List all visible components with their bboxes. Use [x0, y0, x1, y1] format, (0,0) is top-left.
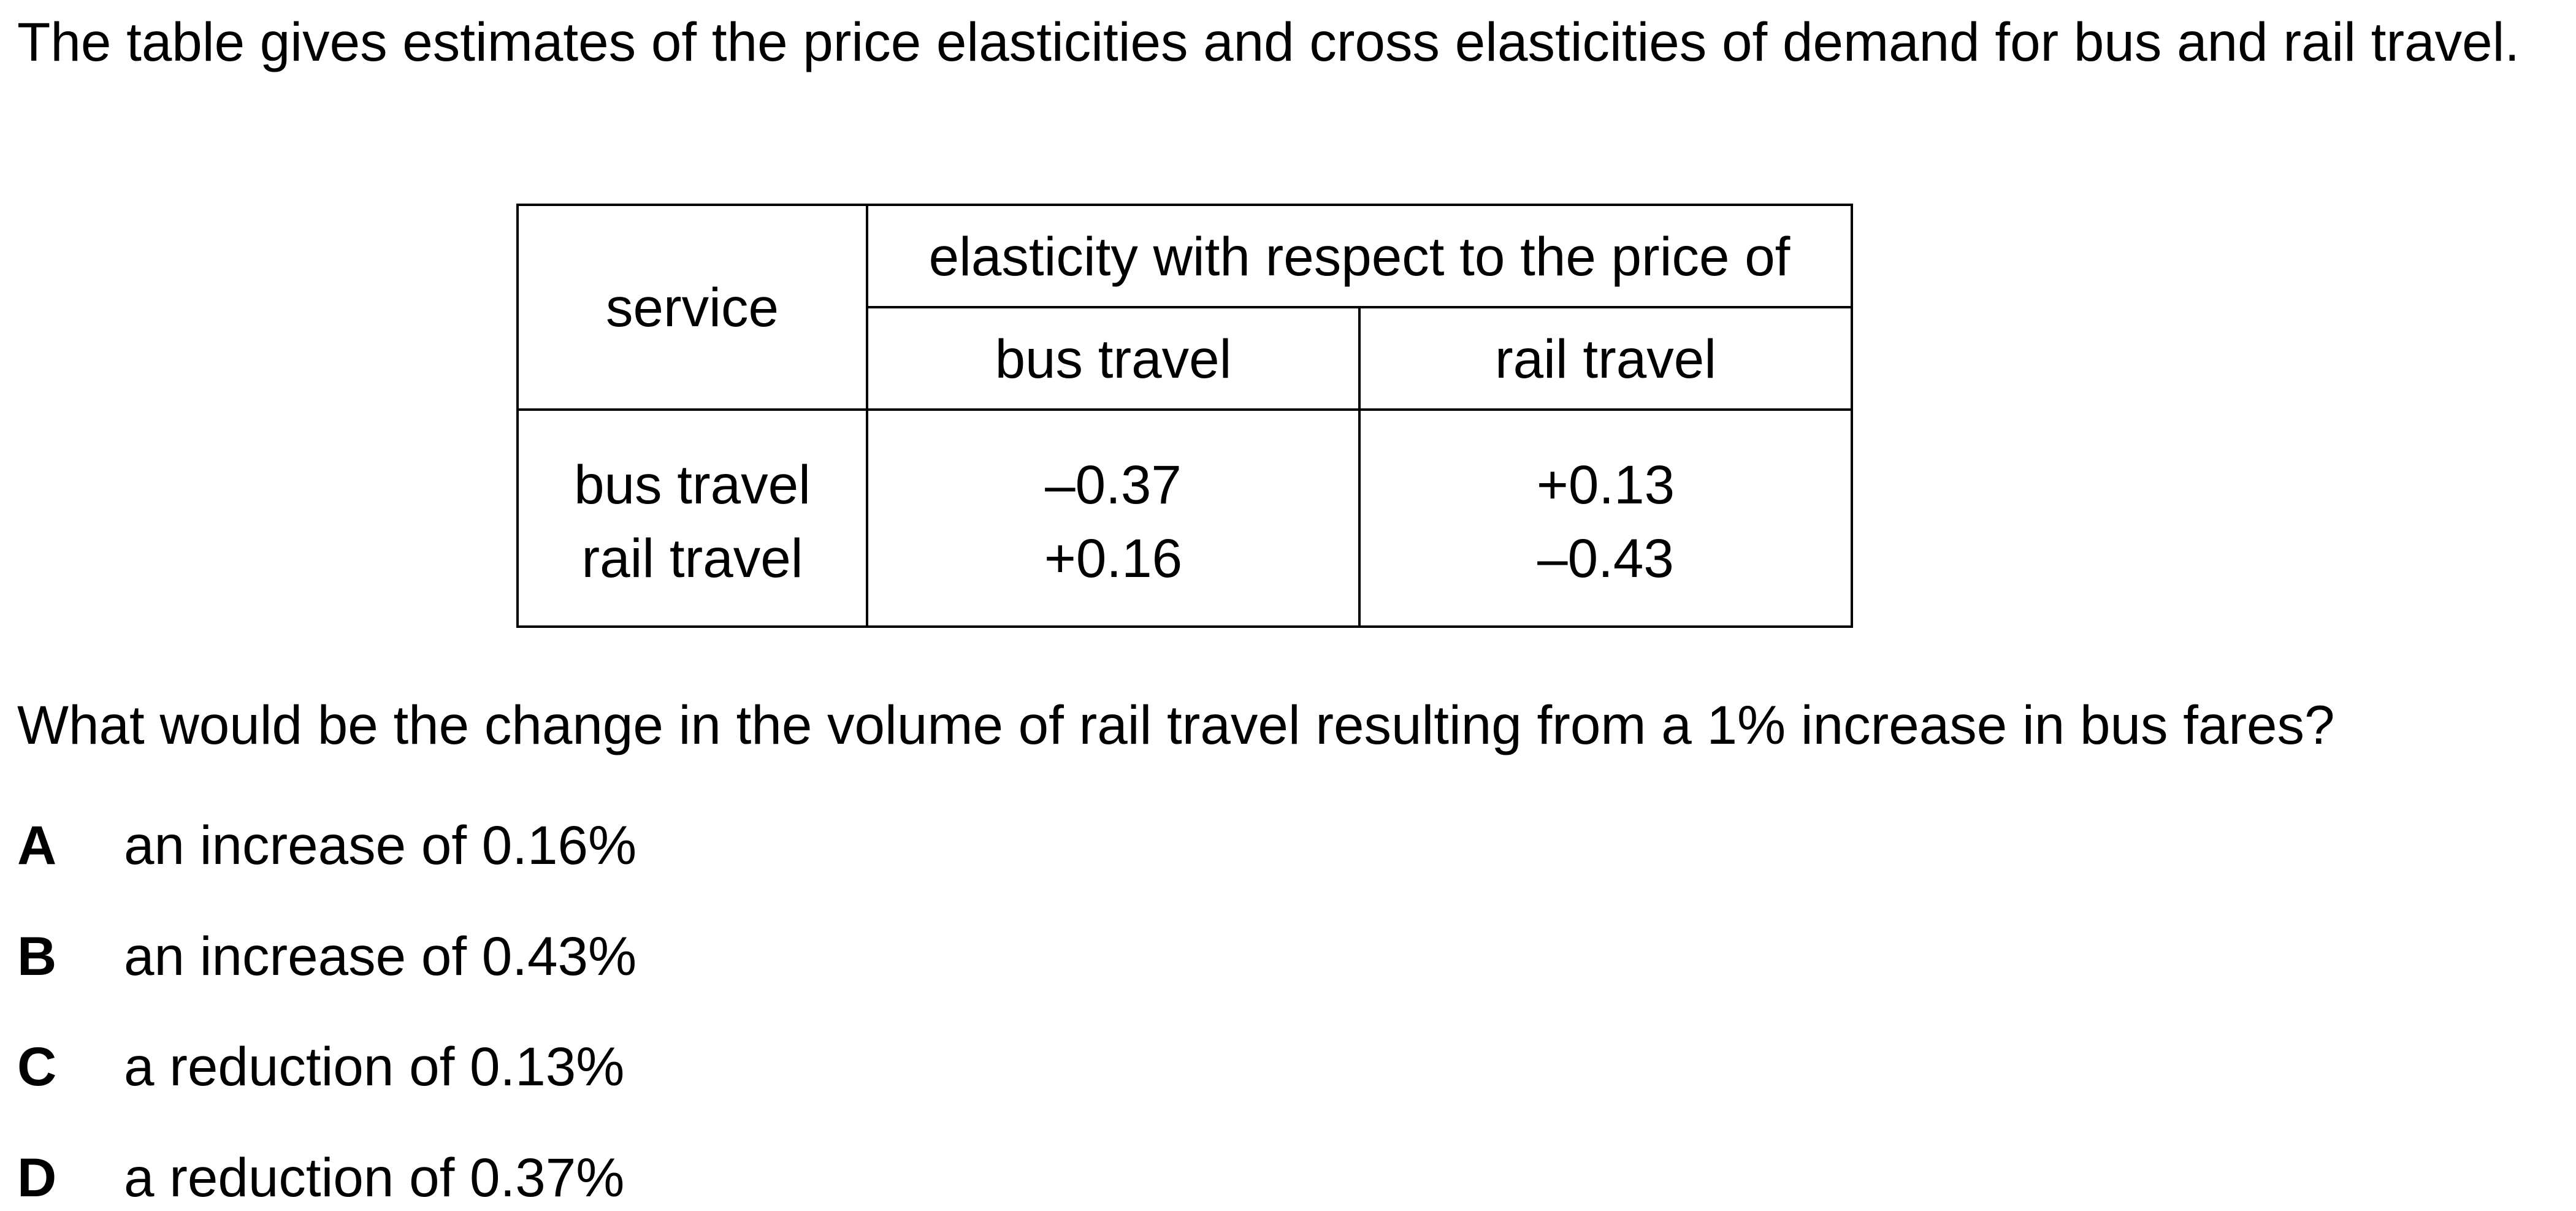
- cell-bus-rail: +0.13: [1358, 410, 1853, 518]
- cell-bus-bus: –0.37: [866, 410, 1361, 518]
- option-text: an increase of 0.16%: [124, 814, 637, 876]
- table-header-row: service elasticity with respect to the p…: [516, 204, 1853, 411]
- elasticity-span-header: elasticity with respect to the price of: [866, 204, 1853, 308]
- service-header: service: [516, 204, 868, 411]
- row-label-rail-travel: rail travel: [516, 518, 868, 628]
- option-letter: C: [17, 1036, 57, 1097]
- cell-rail-rail: –0.43: [1358, 518, 1853, 628]
- table-subheader-row: bus travel rail travel: [518, 307, 1853, 411]
- option-text: an increase of 0.43%: [124, 925, 637, 987]
- option-letter: D: [17, 1147, 57, 1208]
- row-label-bus-travel: bus travel: [516, 410, 868, 518]
- table-row: bus travel –0.37 +0.13: [516, 410, 1853, 518]
- option-letter: A: [17, 814, 57, 876]
- elasticity-table: service elasticity with respect to the p…: [516, 204, 1853, 628]
- subheader-bus-travel: bus travel: [866, 307, 1361, 411]
- question-text: What would be the change in the volume o…: [17, 694, 2335, 755]
- option-text: a reduction of 0.37%: [124, 1147, 625, 1208]
- intro-text: The table gives estimates of the price e…: [17, 11, 2520, 72]
- cell-rail-bus: +0.16: [866, 518, 1361, 628]
- subheader-rail-travel: rail travel: [1358, 307, 1853, 411]
- option-letter: B: [17, 925, 57, 987]
- table-row: rail travel +0.16 –0.43: [516, 518, 1853, 628]
- option-text: a reduction of 0.13%: [124, 1036, 625, 1097]
